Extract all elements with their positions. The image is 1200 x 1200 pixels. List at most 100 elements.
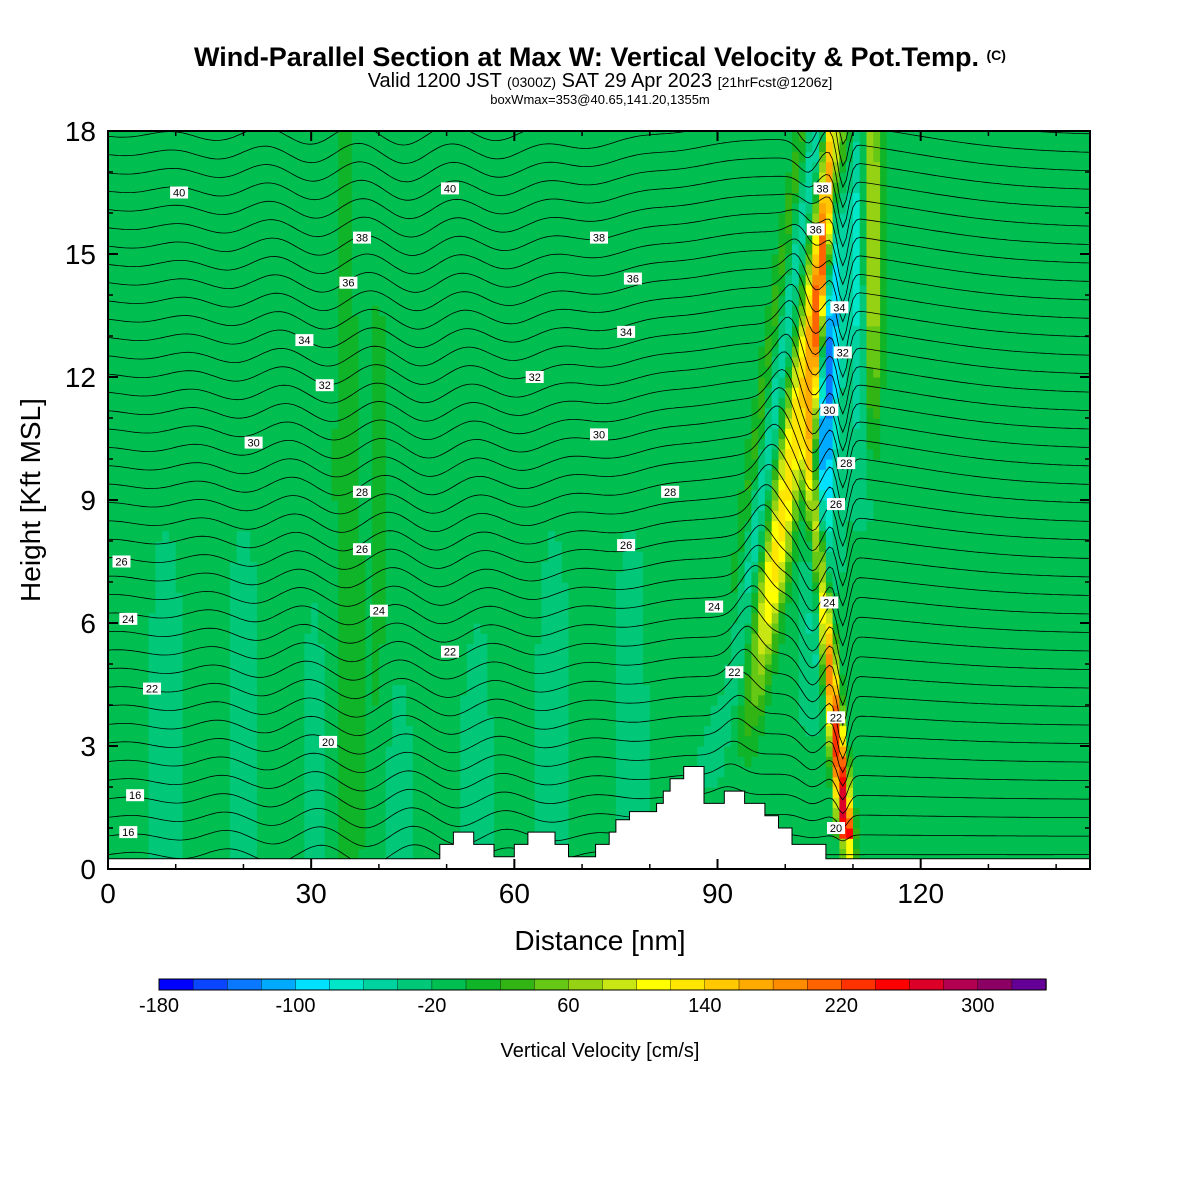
field-cell [561,469,570,481]
field-cell [169,561,177,573]
field-cell [433,530,441,542]
field-cell [121,725,129,737]
field-cell [453,684,461,696]
field-cell [500,766,509,778]
field-cell [534,202,543,214]
field-cell [534,500,543,511]
field-cell [121,746,129,757]
field-cell [121,223,129,235]
field-cell [182,161,190,173]
field-cell [507,776,515,788]
field-cell [270,469,278,481]
field-cell [439,756,448,768]
field-cell [148,438,156,450]
field-cell [175,172,184,183]
field-cell [162,469,170,481]
field-cell [169,479,177,491]
field-cell [216,735,224,747]
field-cell [128,151,136,163]
field-cell [108,161,116,173]
field-cell [561,438,570,450]
field-cell [175,766,184,778]
field-cell [460,192,468,204]
field-cell [548,325,556,337]
field-cell [284,438,292,450]
field-cell [521,438,529,450]
field-cell [426,479,434,491]
field-cell [561,807,570,819]
field-cell [378,346,387,358]
field-cell [162,746,170,757]
field-cell [317,653,326,665]
field-cell [541,725,549,737]
field-cell [108,336,116,347]
field-cell [189,141,197,153]
field-cell [236,489,245,501]
field-cell [250,787,258,798]
field-cell [500,643,509,655]
field-cell [148,459,156,470]
field-cell [290,776,299,788]
field-cell [148,500,156,511]
field-cell [527,571,536,583]
field-cell [311,254,319,265]
field-cell [182,612,190,624]
field-cell [507,735,515,747]
field-cell [419,807,427,819]
field-cell [290,500,299,511]
field-cell [460,469,468,481]
field-cell [223,213,231,224]
field-cell [270,817,278,829]
field-cell [175,243,184,255]
field-cell [162,223,170,235]
field-cell [534,746,543,757]
field-cell [548,776,556,788]
field-cell [372,766,380,778]
field-cell [236,623,245,634]
field-cell [351,243,360,255]
field-cell [378,295,387,306]
field-cell [114,356,123,368]
field-cell [331,705,339,716]
field-cell [155,735,163,747]
field-cell [182,295,190,306]
field-cell [135,131,143,142]
field-cell [521,489,529,501]
field-cell [399,797,407,809]
field-cell [561,653,570,665]
field-cell [406,459,414,470]
field-cell [419,551,427,563]
field-cell [460,305,468,317]
field-cell [439,561,448,573]
field-cell [250,520,258,532]
field-cell [284,284,292,296]
field-cell [480,520,488,532]
field-cell [297,377,305,388]
field-cell [196,284,204,296]
field-cell [555,776,563,788]
field-cell [439,520,448,532]
field-cell [392,776,400,788]
field-cell [121,295,129,306]
field-cell [182,489,190,501]
field-cell [317,592,326,604]
field-cell [460,633,468,645]
field-cell [412,592,421,604]
field-cell [378,397,387,409]
field-cell [263,653,272,665]
field-cell [270,141,278,153]
field-cell [494,264,502,276]
field-cell [358,356,366,368]
field-cell [406,377,414,388]
field-cell [297,233,305,245]
field-cell [128,541,136,552]
field-cell [473,366,482,378]
field-cell [419,510,427,522]
field-cell [514,213,522,224]
field-cell [514,541,522,552]
field-cell [426,182,434,194]
field-cell [399,274,407,286]
field-cell [169,838,177,850]
field-cell [345,797,353,809]
field-cell [223,674,231,686]
